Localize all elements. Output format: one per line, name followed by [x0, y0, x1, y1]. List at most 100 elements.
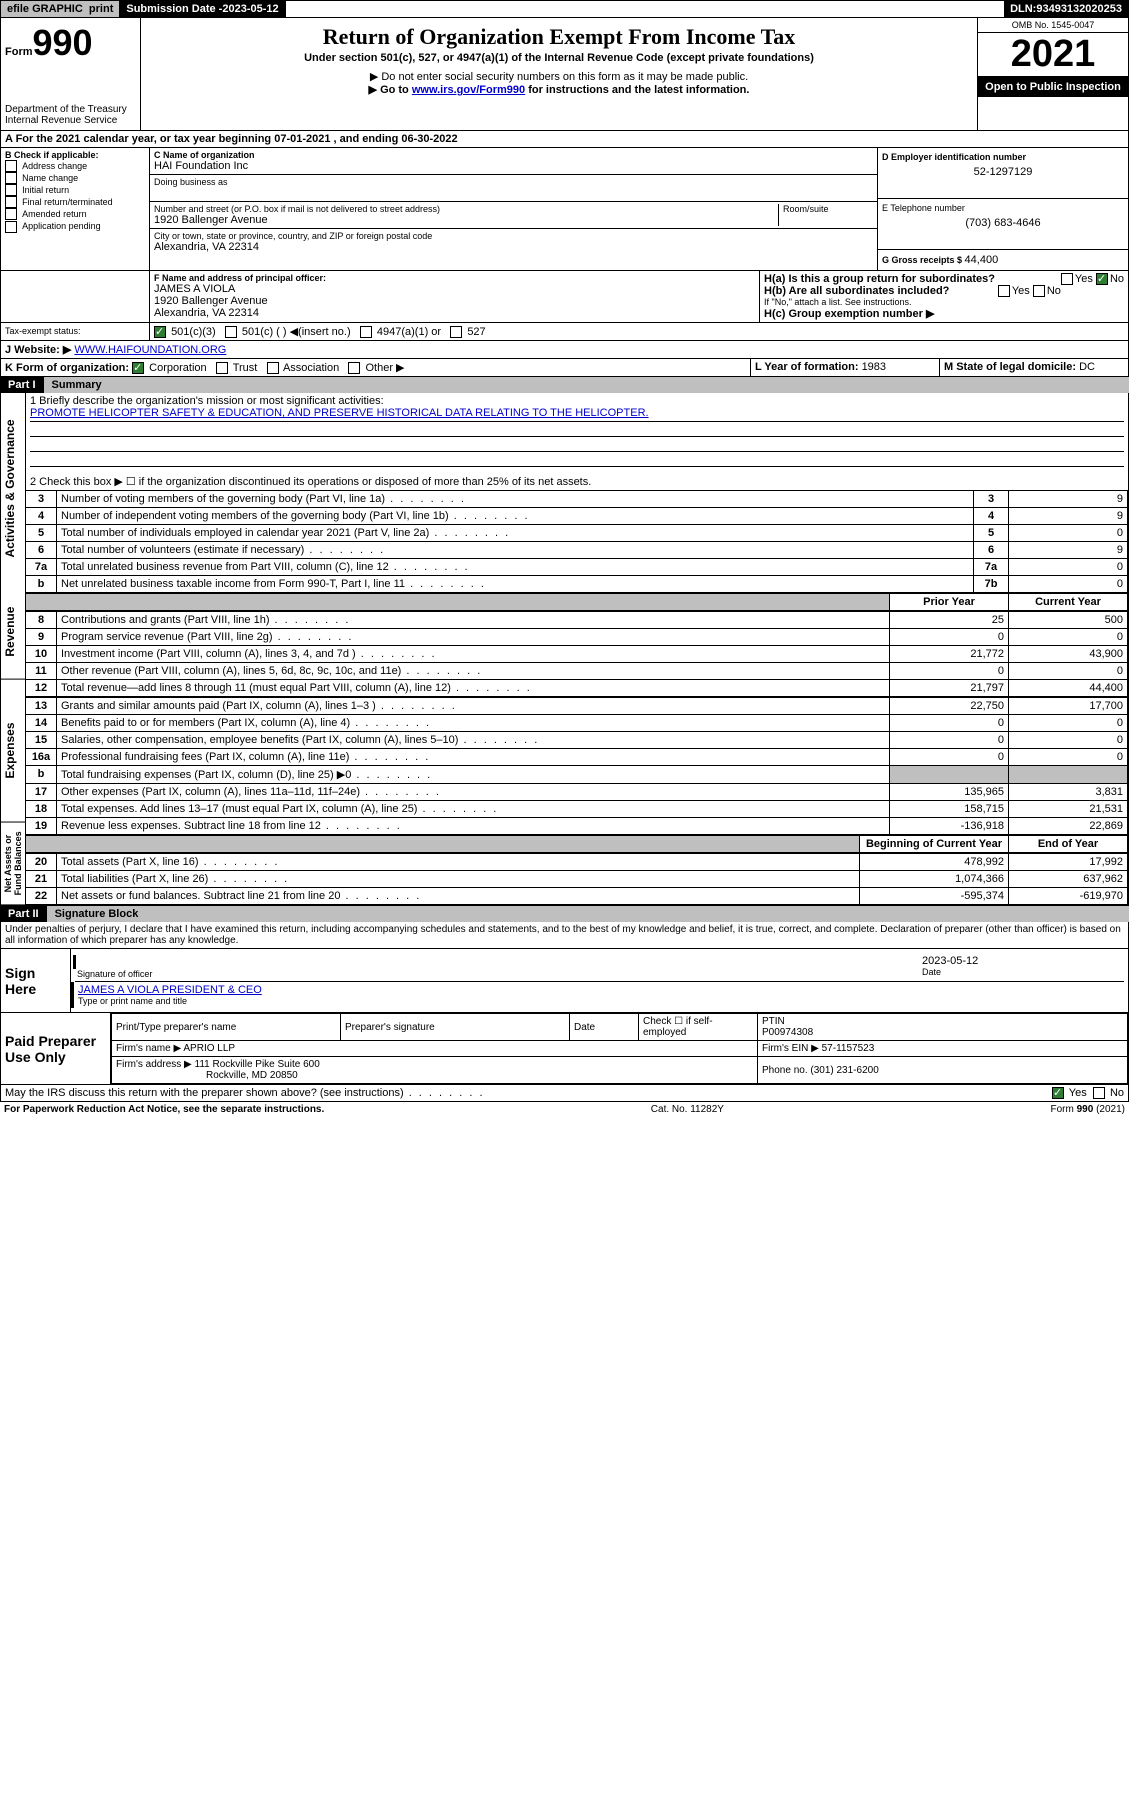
b-checkbox[interactable]	[5, 160, 17, 172]
gov-row: 4Number of independent voting members of…	[26, 508, 1128, 525]
footer-left: For Paperwork Reduction Act Notice, see …	[4, 1104, 324, 1115]
corp-checkbox[interactable]	[132, 362, 144, 374]
line-a: A For the 2021 calendar year, or tax yea…	[0, 131, 1129, 148]
submission-date: Submission Date - 2023-05-12	[120, 1, 285, 17]
e-label: E Telephone number	[882, 203, 1124, 213]
discuss-no-checkbox[interactable]	[1093, 1087, 1105, 1099]
preparer-table-wrap: Print/Type preparer's name Preparer's si…	[111, 1013, 1128, 1084]
data-row: 16aProfessional fundraising fees (Part I…	[26, 749, 1128, 766]
form-subtitle: Under section 501(c), 527, or 4947(a)(1)…	[145, 52, 973, 64]
b-item: Amended return	[5, 208, 145, 220]
b-item-label: Application pending	[22, 221, 101, 231]
klm-row: K Form of organization: Corporation Trus…	[0, 359, 1129, 377]
street: 1920 Ballenger Avenue	[154, 214, 778, 226]
data-row: 15Salaries, other compensation, employee…	[26, 732, 1128, 749]
prep-phone: (301) 231-6200	[810, 1065, 878, 1076]
k-corp: Corporation	[149, 362, 206, 374]
ha-yes-checkbox[interactable]	[1061, 273, 1073, 285]
a-pre: A For the 2021 calendar year, or tax yea…	[5, 133, 274, 145]
data-row: 21Total liabilities (Part X, line 26)1,0…	[26, 871, 1128, 888]
i-row: Tax-exempt status: 501(c)(3) 501(c) ( ) …	[0, 323, 1129, 341]
opt-527: 527	[467, 326, 485, 338]
b-checkbox[interactable]	[5, 208, 17, 220]
header-line1: ▶ Do not enter social security numbers o…	[145, 70, 973, 83]
mission-blank1	[30, 422, 1124, 437]
dept-label: Department of the Treasury Internal Reve…	[5, 104, 136, 126]
officer-addr2: Alexandria, VA 22314	[154, 307, 755, 319]
j-label: J Website: ▶	[5, 344, 74, 356]
print-button[interactable]: print	[89, 3, 113, 15]
b-checkbox[interactable]	[5, 184, 17, 196]
data-row: 19Revenue less expenses. Subtract line 1…	[26, 818, 1128, 835]
l-value: 1983	[862, 361, 886, 373]
preparer-block: Paid Preparer Use Only Print/Type prepar…	[0, 1013, 1129, 1085]
prep-col1: Print/Type preparer's name	[112, 1014, 341, 1041]
other-checkbox[interactable]	[348, 362, 360, 374]
sig-line	[73, 955, 918, 969]
irs-link[interactable]: www.irs.gov/Form990	[412, 84, 525, 96]
data-row: 13Grants and similar amounts paid (Part …	[26, 698, 1128, 715]
line2: 2 Check this box ▶ ☐ if the organization…	[26, 469, 1128, 490]
part2-header: Part II Signature Block	[0, 906, 1129, 922]
bcdeg-block: B Check if applicable: Address change Na…	[0, 148, 1129, 271]
4947-checkbox[interactable]	[360, 326, 372, 338]
vlabel-col: Activities & Governance Revenue Expenses…	[1, 393, 25, 905]
form-number: 990	[33, 22, 93, 63]
part1-header: Part I Summary	[0, 377, 1129, 393]
firm-city: Rockville, MD 20850	[206, 1070, 298, 1081]
efile-label: efile GRAPHIC print	[1, 1, 120, 17]
a-end: 06-30-2022	[401, 133, 457, 145]
mission-blank2	[30, 437, 1124, 452]
527-checkbox[interactable]	[450, 326, 462, 338]
hb-no-checkbox[interactable]	[1033, 285, 1045, 297]
dln-label: DLN:	[1010, 3, 1036, 15]
h-b: H(b) Are all subordinates included? Yes …	[764, 285, 1124, 297]
footer-formno: 990	[1077, 1104, 1094, 1115]
prep-col3: Date	[570, 1014, 639, 1041]
data-row: 14Benefits paid to or for members (Part …	[26, 715, 1128, 732]
trust-checkbox[interactable]	[216, 362, 228, 374]
efile-text: efile GRAPHIC	[7, 3, 83, 15]
c-box: C Name of organization HAI Foundation In…	[150, 148, 878, 270]
signer-name[interactable]: JAMES A VIOLA PRESIDENT & CEO	[78, 984, 262, 996]
preparer-table: Print/Type preparer's name Preparer's si…	[111, 1013, 1128, 1084]
ptin-label: PTIN	[762, 1016, 785, 1027]
cy-header: Current Year	[1009, 594, 1128, 611]
opt-501c: 501(c) ( ) ◀(insert no.)	[242, 326, 351, 338]
part1-label: Part I	[0, 377, 44, 393]
ha-text: H(a) Is this a group return for subordin…	[764, 273, 995, 285]
b-checkbox[interactable]	[5, 172, 17, 184]
501c-checkbox[interactable]	[225, 326, 237, 338]
website-link[interactable]: WWW.HAIFOUNDATION.ORG	[74, 344, 226, 356]
b-item: Application pending	[5, 220, 145, 232]
tax-year: 2021	[978, 33, 1128, 77]
mission-text[interactable]: PROMOTE HELICOPTER SAFETY & EDUCATION, A…	[30, 407, 649, 419]
preparer-title: Paid Preparer Use Only	[1, 1013, 111, 1084]
hb-yes-checkbox[interactable]	[998, 285, 1010, 297]
hc-text: H(c) Group exemption number ▶	[764, 308, 934, 320]
data-row: 18Total expenses. Add lines 13–17 (must …	[26, 801, 1128, 818]
b-item-label: Amended return	[22, 209, 87, 219]
part2-label: Part II	[0, 906, 47, 922]
footer-right: Form 990 (2021)	[1051, 1104, 1126, 1115]
b-checkbox[interactable]	[5, 196, 17, 208]
m-value: DC	[1079, 361, 1095, 373]
firm-addr-label: Firm's address ▶	[116, 1059, 195, 1070]
form-title: Return of Organization Exempt From Incom…	[145, 24, 973, 50]
data-row: 8Contributions and grants (Part VIII, li…	[26, 612, 1128, 629]
discuss-no: No	[1110, 1087, 1124, 1099]
discuss-yes-checkbox[interactable]	[1052, 1087, 1064, 1099]
prep-selfemp: Check ☐ if self-employed	[639, 1014, 758, 1041]
signer-name-label: Type or print name and title	[78, 996, 1122, 1006]
ha-no-checkbox[interactable]	[1096, 273, 1108, 285]
assoc-checkbox[interactable]	[267, 362, 279, 374]
form-id-box: Form990 Department of the Treasury Inter…	[1, 18, 141, 130]
gov-row: 3Number of voting members of the governi…	[26, 491, 1128, 508]
mission-label: 1 Briefly describe the organization's mi…	[30, 395, 1124, 407]
j-row: J Website: ▶ WWW.HAIFOUNDATION.ORG	[0, 341, 1129, 359]
501c3-checkbox[interactable]	[154, 326, 166, 338]
b-item: Initial return	[5, 184, 145, 196]
subdate-label: Submission Date -	[126, 3, 222, 15]
city: Alexandria, VA 22314	[154, 241, 873, 253]
b-checkbox[interactable]	[5, 221, 17, 233]
